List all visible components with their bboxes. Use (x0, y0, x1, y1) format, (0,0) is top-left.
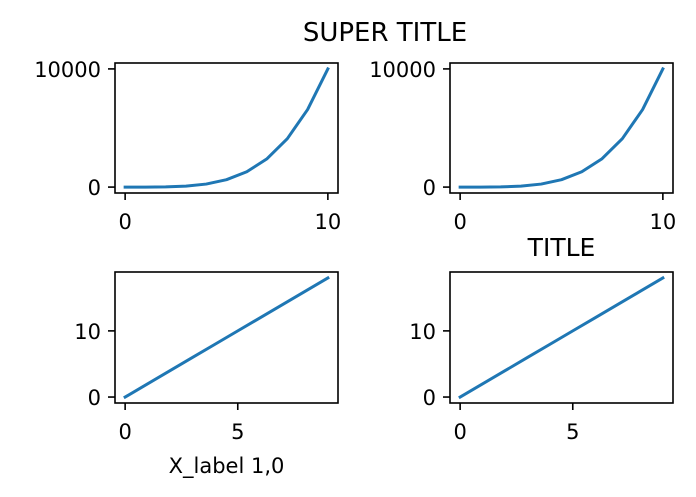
y-tick-label: 10000 (369, 58, 436, 82)
y-tick-label: 0 (88, 386, 101, 410)
axes-frame (114, 271, 339, 404)
x-tick-label: 10 (314, 210, 341, 234)
x-axis-label: X_label 1,0 (169, 454, 285, 479)
y-tick-label: 0 (423, 176, 436, 200)
subplot-0: 0 10 0 10000 (34, 58, 341, 234)
axes-frame (114, 62, 339, 194)
x-tick-label: 10 (649, 210, 676, 234)
subplot-2: 0 5 0 10 X_label 1,0 (74, 271, 339, 479)
y-tick-label: 10 (409, 320, 436, 344)
y-tick-label: 10 (74, 320, 101, 344)
axes-layer: 0 10 0 10000 0 10 0 10000 0 5 0 10 X_label 1,0 0 5 0 10 T… (34, 58, 676, 479)
y-tick-label: 0 (423, 386, 436, 410)
subplot-title: TITLE (527, 233, 596, 262)
x-tick-label: 5 (231, 420, 244, 444)
x-tick-label: 0 (453, 210, 466, 234)
axes-frame (449, 271, 674, 404)
x-tick-label: 0 (453, 420, 466, 444)
subplot-3: 0 5 0 10 TITLE (409, 233, 674, 444)
x-tick-label: 0 (118, 420, 131, 444)
axes-frame (449, 62, 674, 194)
x-tick-label: 5 (566, 420, 579, 444)
series-line-0 (123, 275, 330, 400)
y-tick-label: 0 (88, 176, 101, 200)
subplot-1: 0 10 0 10000 (369, 58, 676, 234)
figure-super-title: SUPER TITLE (303, 18, 467, 48)
series-line-0 (123, 66, 330, 189)
series-line-0 (458, 275, 665, 400)
x-tick-label: 0 (118, 210, 131, 234)
y-tick-label: 10000 (34, 58, 101, 82)
series-line-0 (458, 66, 665, 189)
